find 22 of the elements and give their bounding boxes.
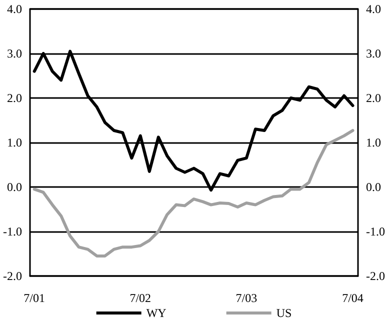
- legend-label: US: [276, 306, 292, 320]
- y2-tick-label: 4.0: [366, 2, 381, 16]
- y2-tick-label: 3.0: [366, 46, 381, 60]
- line-series: [32, 128, 354, 258]
- y-tick-label: -1.0: [3, 224, 22, 238]
- y-tick-label: 1.0: [7, 136, 22, 150]
- y-tick-label: 0.0: [7, 180, 22, 194]
- y2-tick-label: 0.0: [366, 180, 381, 194]
- y2-tick-label: -2.0: [366, 269, 385, 283]
- legend-label: WY: [146, 306, 167, 320]
- x-tick-label: 7/03: [236, 291, 258, 305]
- y2-tick-label: -1.0: [366, 224, 385, 238]
- x-tick-label: 7/04: [342, 291, 364, 305]
- y-tick-label: 3.0: [7, 46, 22, 60]
- y-tick-label: 4.0: [7, 2, 22, 16]
- y2-tick-label: 2.0: [366, 91, 381, 105]
- x-tick-label: 7/02: [130, 291, 152, 305]
- y-tick-label: 2.0: [7, 91, 22, 105]
- y2-tick-label: 1.0: [366, 136, 381, 150]
- line-series: [32, 50, 354, 192]
- x-tick-label: 7/01: [24, 291, 46, 305]
- y-tick-label: -2.0: [3, 269, 22, 283]
